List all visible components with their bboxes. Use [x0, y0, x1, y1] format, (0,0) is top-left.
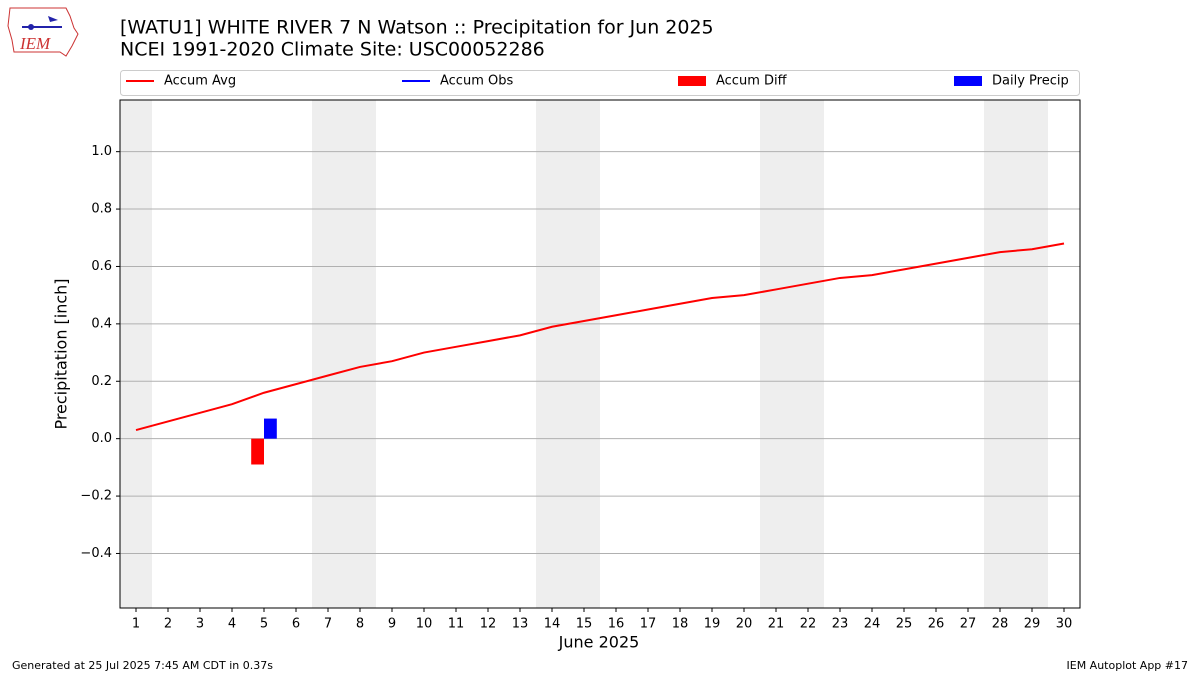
- y-tick-label: −0.2: [80, 489, 112, 504]
- plot-frame: [119, 99, 1081, 609]
- bar: [264, 418, 277, 439]
- x-tick-label: 15: [576, 617, 593, 632]
- x-tick-label: 12: [480, 617, 497, 632]
- x-tick-label: 10: [416, 617, 433, 632]
- y-axis-label: Precipitation [inch]: [52, 278, 71, 429]
- y-tick-label: 0.6: [91, 259, 112, 274]
- x-tick-label: 25: [896, 617, 913, 632]
- x-tick-label: 8: [356, 617, 364, 632]
- legend-box: [120, 70, 1080, 96]
- x-axis-label: June 2025: [558, 633, 640, 652]
- x-tick-label: 13: [512, 617, 529, 632]
- x-tick-label: 18: [672, 617, 689, 632]
- x-tick-label: 5: [260, 617, 268, 632]
- x-tick-label: 16: [608, 617, 625, 632]
- legend-label: Accum Obs: [440, 74, 513, 89]
- weekend-band: [760, 100, 824, 608]
- x-tick-label: 9: [388, 617, 396, 632]
- x-tick-label: 28: [992, 617, 1009, 632]
- weekend-band: [312, 100, 376, 608]
- y-tick-label: 0.4: [91, 316, 112, 331]
- x-tick-label: 6: [292, 617, 300, 632]
- x-tick-label: 14: [544, 617, 561, 632]
- x-tick-label: 27: [960, 617, 977, 632]
- x-tick-label: 11: [448, 617, 465, 632]
- logo-text: IEM: [19, 34, 51, 53]
- weekend-band: [984, 100, 1048, 608]
- x-tick-label: 21: [768, 617, 785, 632]
- x-tick-label: 29: [1024, 617, 1041, 632]
- x-tick-label: 19: [704, 617, 721, 632]
- x-tick-label: 3: [196, 617, 204, 632]
- x-tick-label: 22: [800, 617, 817, 632]
- legend-swatch: [678, 76, 706, 86]
- weekend-band: [120, 100, 152, 608]
- x-tick-label: 26: [928, 617, 945, 632]
- logo-dot: [28, 24, 34, 30]
- x-tick-label: 30: [1056, 617, 1073, 632]
- legend-swatch: [954, 76, 982, 86]
- legend-label: Accum Diff: [716, 74, 788, 89]
- logo-flag: [48, 16, 58, 22]
- x-tick-label: 4: [228, 617, 236, 632]
- logo: IEM: [7, 7, 79, 57]
- x-tick-label: 24: [864, 617, 881, 632]
- series-line: [135, 242, 1065, 432]
- chart-title: [WATU1] WHITE RIVER 7 N Watson :: Precip…: [120, 17, 714, 39]
- footer-left: Generated at 25 Jul 2025 7:45 AM CDT in …: [12, 659, 273, 672]
- legend-label: Accum Avg: [164, 74, 236, 89]
- logo-outline: [7, 7, 79, 57]
- y-tick-label: 0.8: [91, 202, 112, 217]
- y-tick-label: 0.2: [91, 374, 112, 389]
- y-tick-label: −0.4: [80, 546, 112, 561]
- x-tick-label: 1: [132, 617, 140, 632]
- x-tick-label: 17: [640, 617, 657, 632]
- weekend-band: [536, 100, 600, 608]
- footer-right: IEM Autoplot App #17: [1067, 659, 1189, 672]
- legend-label: Daily Precip: [992, 74, 1069, 89]
- y-tick-label: 0.0: [91, 431, 112, 446]
- chart-subtitle: NCEI 1991-2020 Climate Site: USC00052286: [120, 39, 545, 61]
- x-tick-label: 20: [736, 617, 753, 632]
- y-tick-label: 1.0: [91, 144, 112, 159]
- x-tick-label: 2: [164, 617, 172, 632]
- bar: [251, 438, 264, 465]
- x-tick-label: 7: [324, 617, 332, 632]
- x-tick-label: 23: [832, 617, 849, 632]
